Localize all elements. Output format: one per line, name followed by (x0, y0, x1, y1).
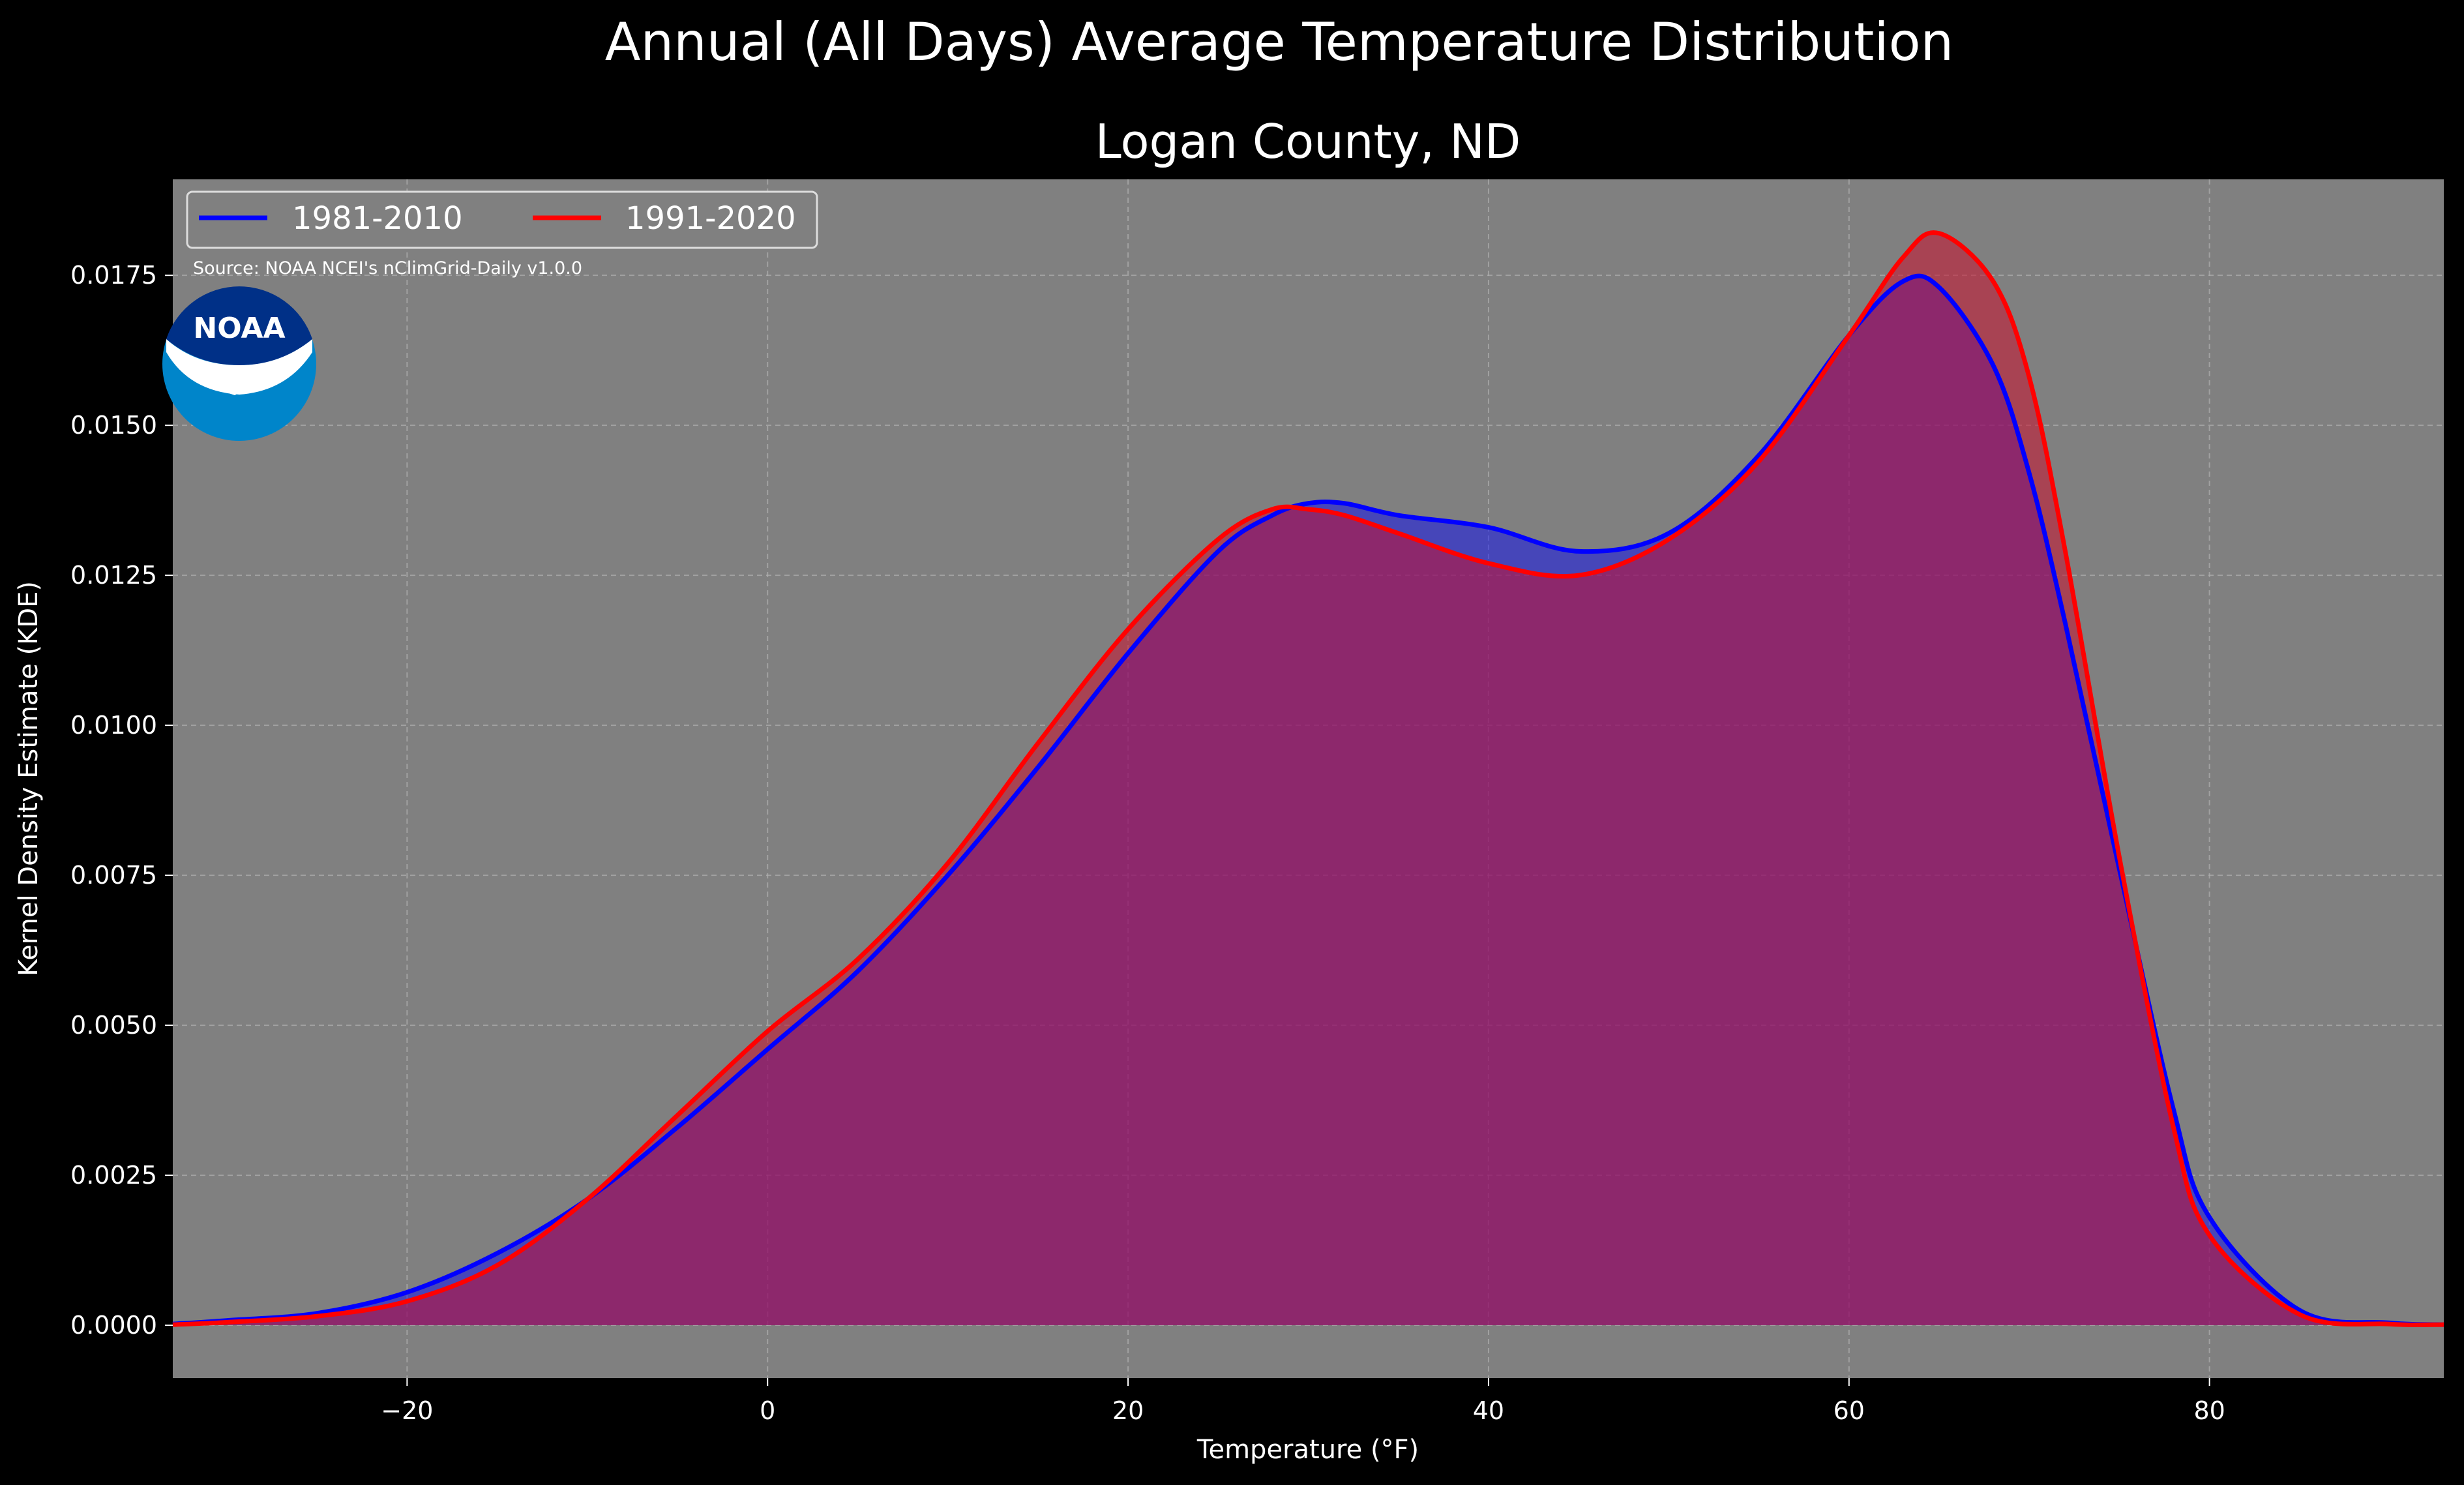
x-tick-label: 80 (2193, 1396, 2225, 1425)
series-line-1991-2020 (172, 230, 2444, 1328)
legend-box (186, 190, 818, 249)
chart-suptitle: Annual (All Days) Average Temperature Di… (605, 12, 1953, 72)
x-tick-label: 0 (760, 1396, 775, 1425)
source-note: Source: NOAA NCEI's nClimGrid-Daily v1.0… (193, 258, 582, 278)
legend: 1981-2010 1991-2020 (186, 190, 818, 249)
y-tick-label: 0.0100 (70, 711, 157, 740)
y-axis-label: Kernel Density Estimate (KDE) (14, 581, 44, 976)
y-tick-label: 0.0175 (70, 261, 157, 290)
x-tick-label: 40 (1473, 1396, 1504, 1425)
chart-title: Logan County, ND (1095, 114, 1521, 169)
y-axis-ticks: 0.0000 0.0025 0.0050 0.0075 0.0100 0.0125 0.01… (70, 261, 173, 1340)
y-tick-label: 0.0150 (70, 411, 157, 440)
x-tick-label: −20 (381, 1396, 433, 1425)
series-group (172, 230, 2444, 1328)
x-axis-label: Temperature (°F) (1196, 1435, 1419, 1465)
y-tick-label: 0.0050 (70, 1011, 157, 1040)
y-tick-label: 0.0125 (70, 561, 157, 590)
series-fill-1991-2020 (173, 232, 2444, 1326)
x-tick-label: 60 (1833, 1396, 1865, 1425)
y-tick-label: 0.0025 (70, 1161, 157, 1190)
noaa-logo-text: NOAA (193, 312, 285, 345)
legend-label-1991-2020: 1991-2020 (625, 200, 796, 237)
y-tick-label: 0.0000 (70, 1311, 157, 1340)
legend-label-1981-2010: 1981-2010 (292, 200, 463, 237)
x-tick-label: 20 (1112, 1396, 1144, 1425)
y-tick-label: 0.0075 (70, 861, 157, 890)
noaa-logo: NOAA (162, 286, 316, 441)
x-axis-ticks: −20 0 20 40 60 80 (381, 1378, 2225, 1425)
